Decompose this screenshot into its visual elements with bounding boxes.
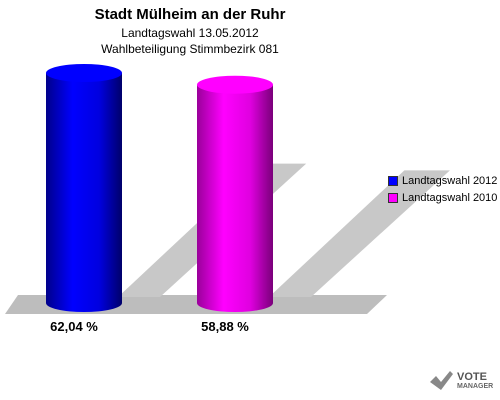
legend-label-2010: Landtagswahl 2010: [402, 192, 498, 204]
legend-swatch-2010: [388, 193, 398, 203]
bar-shadow-1: [269, 170, 450, 297]
legend-item-2010: Landtagswahl 2010: [388, 190, 497, 206]
vote-manager-logo: VOTE MANAGER: [428, 368, 493, 394]
bar-top-0: [46, 64, 122, 82]
bar-top-1: [197, 75, 273, 94]
chart-title: Stadt Mülheim an der Ruhr: [94, 6, 286, 23]
legend-item-2012: Landtagswahl 2012: [388, 173, 497, 189]
value-label-2012: 62,04 %: [50, 319, 98, 334]
logo-text-manager: MANAGER: [457, 383, 494, 390]
logo-text-vote: VOTE: [457, 371, 487, 383]
value-label-2010: 58,88 %: [201, 319, 249, 334]
checkmark-icon: [430, 371, 453, 390]
legend-swatch-2012: [388, 176, 398, 186]
chart-legend: Landtagswahl 2012 Landtagswahl 2010: [388, 173, 497, 207]
legend-label-2012: Landtagswahl 2012: [402, 175, 498, 187]
chart-subtitle-election: Landtagswahl 13.05.2012: [121, 26, 259, 40]
bar-0: [46, 73, 122, 303]
chart-subtitle-district: Wahlbeteiligung Stimmbezirk 081: [101, 42, 279, 56]
bar-1: [197, 84, 273, 303]
